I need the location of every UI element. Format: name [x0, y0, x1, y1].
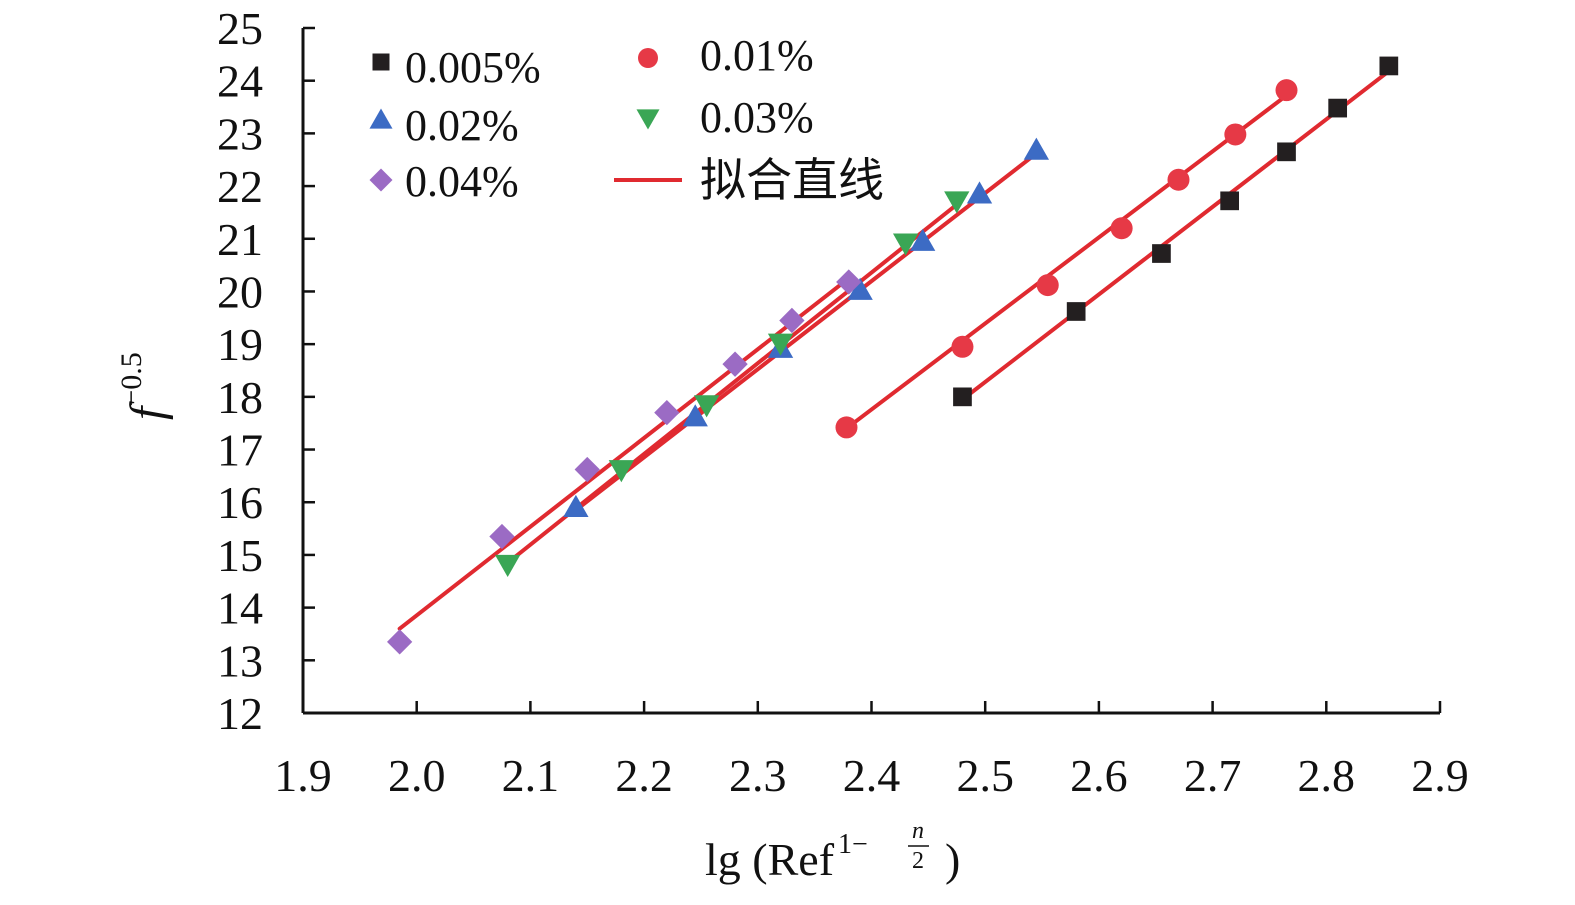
- x-axis-title: lg (Ref 1−: [705, 829, 868, 885]
- y-tick-label: 19: [217, 319, 263, 370]
- y-tick-label: 18: [217, 372, 263, 423]
- data-point: [386, 629, 413, 655]
- fit-line: [573, 151, 1039, 513]
- data-points: [386, 56, 1399, 655]
- legend-label: 0.01%: [700, 31, 814, 80]
- data-point: [495, 554, 521, 578]
- x-tick-label: 2.1: [502, 750, 560, 801]
- legend-marker: [369, 108, 393, 129]
- fit-lines: [397, 69, 1391, 631]
- y-tick-label: 24: [217, 56, 263, 107]
- data-point: [944, 191, 970, 214]
- fit-line: [397, 276, 851, 631]
- x-tick-label: 2.2: [615, 750, 673, 801]
- data-point: [1275, 79, 1298, 102]
- data-point: [953, 387, 972, 407]
- data-point: [1220, 191, 1240, 211]
- data-point: [966, 181, 993, 204]
- y-tick-label: 13: [217, 635, 263, 686]
- data-point: [1224, 123, 1247, 146]
- x-tick-label: 2.3: [729, 750, 787, 801]
- legend-label: 0.03%: [700, 93, 814, 142]
- x-tick-label: 2.9: [1411, 750, 1469, 801]
- legend-label: 0.005%: [405, 43, 541, 92]
- data-point: [779, 307, 805, 334]
- data-point: [1167, 168, 1190, 191]
- data-point: [847, 277, 873, 300]
- data-point: [608, 460, 635, 483]
- x-axis-title-close: ): [945, 834, 960, 885]
- data-point: [1379, 56, 1399, 76]
- y-tick-label: 21: [217, 214, 263, 265]
- data-point: [767, 333, 794, 356]
- x-tick-label: 2.4: [843, 750, 901, 801]
- legend-marker: [636, 109, 660, 130]
- y-tick-label: 25: [217, 3, 263, 54]
- data-point: [722, 351, 748, 377]
- y-axis-title-exponent: −0.5: [115, 352, 148, 406]
- y-tick-label: 22: [217, 161, 263, 212]
- y-tick-label: 20: [217, 266, 263, 317]
- data-point: [1036, 274, 1059, 297]
- legend-fit-label: 拟合直线: [700, 153, 884, 207]
- data-point: [1110, 217, 1133, 240]
- legend: 0.005% 0.01% 0.02% 0.03% 0.04% 拟合直线: [369, 31, 884, 207]
- legend-label: 0.04%: [405, 157, 519, 206]
- x-tick-label: 2.7: [1184, 750, 1242, 801]
- data-point: [1066, 302, 1086, 321]
- x-axis-title-frac-den: 2: [912, 848, 924, 874]
- fit-line: [505, 202, 959, 565]
- data-point: [951, 335, 974, 358]
- data-point: [1152, 244, 1171, 263]
- x-axis-title-frac-num: n: [912, 818, 924, 844]
- legend-label: 0.02%: [405, 101, 519, 150]
- fit-line: [960, 69, 1391, 402]
- y-tick-label: 12: [217, 688, 263, 739]
- data-point: [835, 416, 858, 439]
- x-tick-label: 2.5: [956, 750, 1014, 801]
- x-tick-label: 1.9: [274, 750, 332, 801]
- x-tick-label: 2.8: [1298, 750, 1356, 801]
- data-point: [563, 494, 589, 517]
- y-tick-label: 23: [217, 108, 263, 159]
- legend-marker: [372, 53, 390, 71]
- x-axis-title-main: lg (Ref: [705, 834, 835, 885]
- x-axis-title-exponent: 1−: [838, 829, 868, 860]
- data-point: [892, 233, 919, 256]
- legend-marker: [638, 48, 658, 68]
- y-tick-label: 16: [217, 477, 263, 528]
- legend-marker: [369, 168, 393, 192]
- fit-line: [844, 93, 1289, 431]
- data-point: [910, 228, 936, 251]
- data-point: [1277, 142, 1296, 162]
- y-tick-label: 14: [217, 583, 263, 634]
- data-point: [1023, 137, 1050, 160]
- x-tick-label: 2.6: [1070, 750, 1128, 801]
- y-tick-label: 15: [217, 530, 263, 581]
- data-point: [1328, 98, 1348, 118]
- y-tick-label: 17: [217, 425, 263, 476]
- data-point: [682, 404, 708, 427]
- data-point: [489, 523, 515, 550]
- x-tick-label: 2.0: [388, 750, 446, 801]
- y-axis-title: f−0.5: [115, 352, 174, 420]
- data-point: [654, 400, 680, 426]
- data-point: [693, 395, 720, 418]
- data-point: [574, 456, 600, 483]
- data-point: [836, 269, 862, 295]
